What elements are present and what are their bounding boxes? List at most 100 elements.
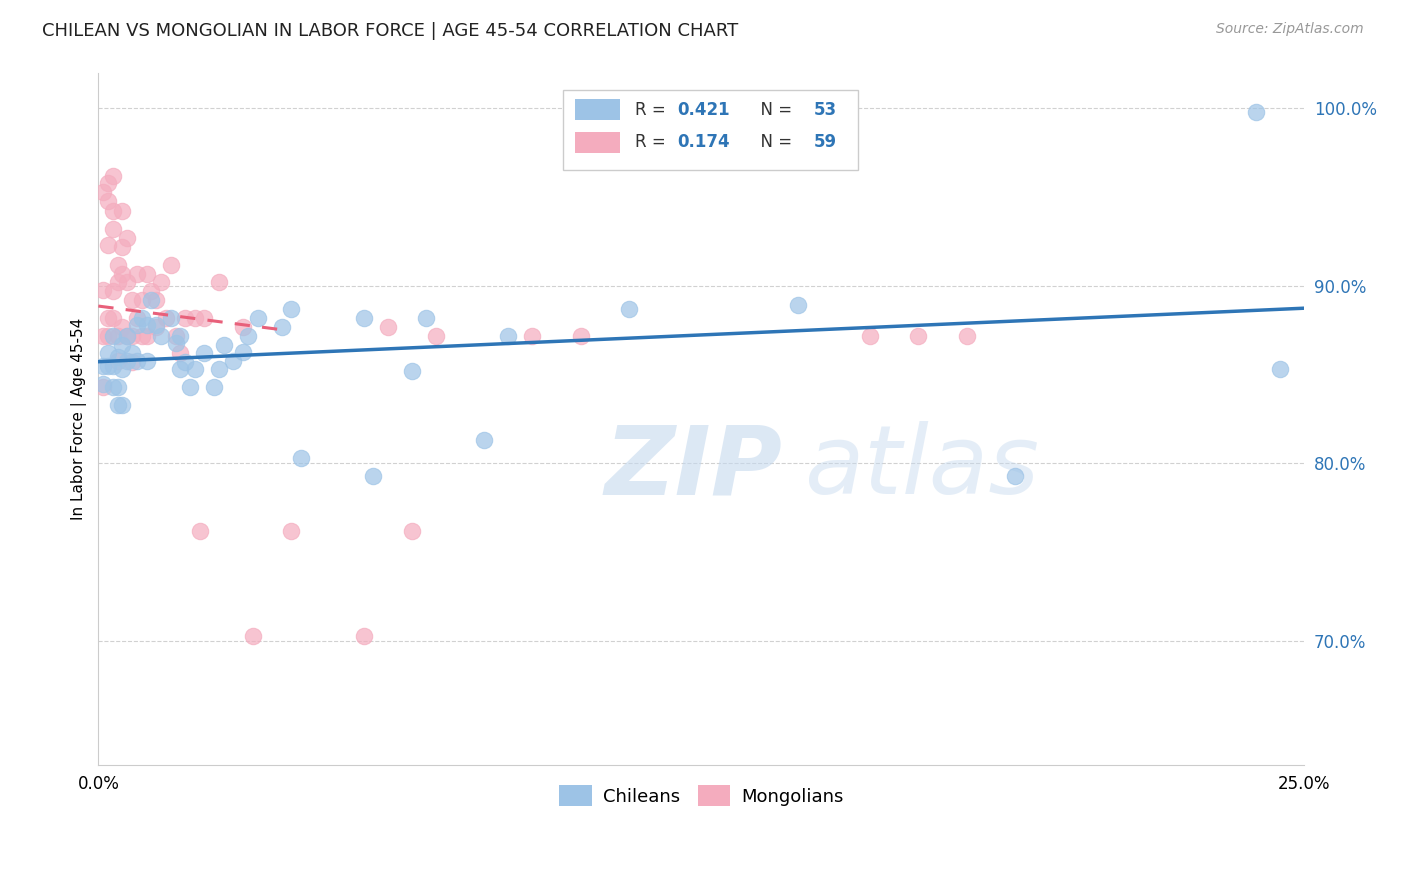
Point: [117, 328, 139, 343]
Text: 53: 53: [814, 101, 837, 119]
Point: [101, 328, 124, 343]
Point: [111, 319, 134, 334]
Point: [101, 310, 124, 325]
Point: [97, 328, 120, 343]
Point: [141, 285, 163, 299]
Point: [101, 380, 124, 394]
Point: [125, 267, 148, 281]
Point: [425, 328, 447, 343]
Y-axis label: In Labor Force | Age 45-54: In Labor Force | Age 45-54: [72, 318, 87, 520]
Point: [212, 337, 235, 351]
Point: [401, 364, 423, 378]
Point: [111, 204, 134, 219]
Point: [353, 629, 375, 643]
Point: [97, 346, 120, 360]
Point: [155, 310, 177, 325]
Point: [401, 524, 423, 538]
Point: [236, 328, 259, 343]
Point: [121, 355, 143, 369]
Point: [131, 310, 153, 325]
Point: [111, 267, 134, 281]
Text: 0.174: 0.174: [678, 133, 730, 152]
Point: [569, 328, 592, 343]
Point: [125, 318, 148, 332]
Point: [165, 328, 187, 343]
Point: [174, 355, 197, 369]
Point: [415, 310, 437, 325]
Text: N =: N =: [749, 133, 797, 152]
Point: [135, 328, 157, 343]
Point: [232, 319, 254, 334]
Point: [101, 285, 124, 299]
Point: [472, 434, 495, 448]
Point: [131, 293, 153, 308]
Point: [91, 185, 114, 199]
Point: [121, 346, 143, 360]
Point: [1244, 105, 1267, 120]
Point: [145, 319, 167, 334]
Point: [135, 353, 157, 368]
Point: [135, 267, 157, 281]
Text: atlas: atlas: [804, 421, 1039, 514]
Point: [617, 301, 640, 316]
Point: [145, 318, 167, 332]
Point: [169, 362, 191, 376]
Text: R =: R =: [636, 101, 671, 119]
Point: [91, 380, 114, 394]
Point: [101, 222, 124, 236]
Point: [246, 310, 269, 325]
Point: [107, 276, 129, 290]
Point: [232, 344, 254, 359]
Point: [159, 310, 181, 325]
Point: [786, 298, 808, 312]
Point: [97, 359, 120, 373]
Point: [353, 310, 375, 325]
Point: [169, 346, 191, 360]
Point: [117, 231, 139, 245]
Point: [280, 301, 302, 316]
Point: [111, 240, 134, 254]
Point: [184, 310, 207, 325]
Point: [107, 258, 129, 272]
Point: [270, 319, 292, 334]
Point: [208, 276, 231, 290]
Legend: Chileans, Mongolians: Chileans, Mongolians: [550, 776, 852, 815]
Point: [1004, 469, 1026, 483]
Point: [522, 328, 544, 343]
Point: [91, 328, 114, 343]
FancyBboxPatch shape: [562, 90, 858, 169]
Point: [165, 335, 187, 350]
FancyBboxPatch shape: [575, 99, 620, 120]
Point: [91, 376, 114, 391]
Text: N =: N =: [749, 101, 797, 119]
Point: [290, 451, 312, 466]
Text: 59: 59: [814, 133, 837, 152]
Point: [169, 328, 191, 343]
Point: [361, 469, 384, 483]
Point: [208, 362, 231, 376]
Point: [193, 310, 215, 325]
Point: [107, 398, 129, 412]
Point: [107, 328, 129, 343]
Text: ZIP: ZIP: [605, 421, 783, 514]
Point: [97, 194, 120, 208]
Point: [125, 310, 148, 325]
Point: [377, 319, 399, 334]
Point: [179, 380, 201, 394]
Point: [955, 328, 977, 343]
Point: [107, 380, 129, 394]
Point: [184, 362, 207, 376]
Point: [280, 524, 302, 538]
Point: [107, 353, 129, 368]
Point: [97, 310, 120, 325]
Point: [91, 359, 114, 373]
Text: 0.421: 0.421: [678, 101, 730, 119]
Point: [107, 350, 129, 364]
Point: [159, 258, 181, 272]
Point: [111, 398, 134, 412]
Point: [125, 353, 148, 368]
Point: [97, 238, 120, 252]
Point: [121, 293, 143, 308]
Text: CHILEAN VS MONGOLIAN IN LABOR FORCE | AGE 45-54 CORRELATION CHART: CHILEAN VS MONGOLIAN IN LABOR FORCE | AG…: [42, 22, 738, 40]
Point: [131, 328, 153, 343]
